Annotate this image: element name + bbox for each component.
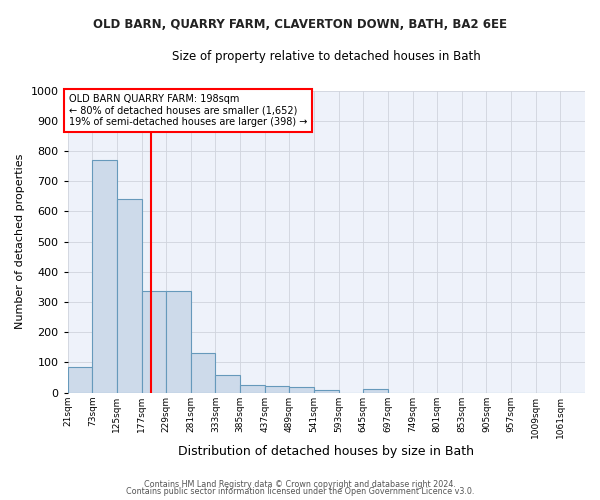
Text: OLD BARN, QUARRY FARM, CLAVERTON DOWN, BATH, BA2 6EE: OLD BARN, QUARRY FARM, CLAVERTON DOWN, B… <box>93 18 507 30</box>
Title: Size of property relative to detached houses in Bath: Size of property relative to detached ho… <box>172 50 481 63</box>
X-axis label: Distribution of detached houses by size in Bath: Distribution of detached houses by size … <box>178 444 474 458</box>
Y-axis label: Number of detached properties: Number of detached properties <box>15 154 25 330</box>
Text: Contains HM Land Registry data © Crown copyright and database right 2024.: Contains HM Land Registry data © Crown c… <box>144 480 456 489</box>
Bar <box>92 160 117 392</box>
Bar <box>363 390 388 392</box>
Bar <box>289 387 314 392</box>
Bar <box>68 367 92 392</box>
Bar <box>166 292 191 392</box>
Bar <box>314 390 338 392</box>
Text: Contains public sector information licensed under the Open Government Licence v3: Contains public sector information licen… <box>126 487 474 496</box>
Bar <box>240 385 265 392</box>
Bar <box>191 354 215 393</box>
Text: OLD BARN QUARRY FARM: 198sqm
← 80% of detached houses are smaller (1,652)
19% of: OLD BARN QUARRY FARM: 198sqm ← 80% of de… <box>69 94 307 127</box>
Bar <box>117 200 142 392</box>
Bar <box>265 386 289 392</box>
Bar <box>215 374 240 392</box>
Bar <box>142 292 166 392</box>
